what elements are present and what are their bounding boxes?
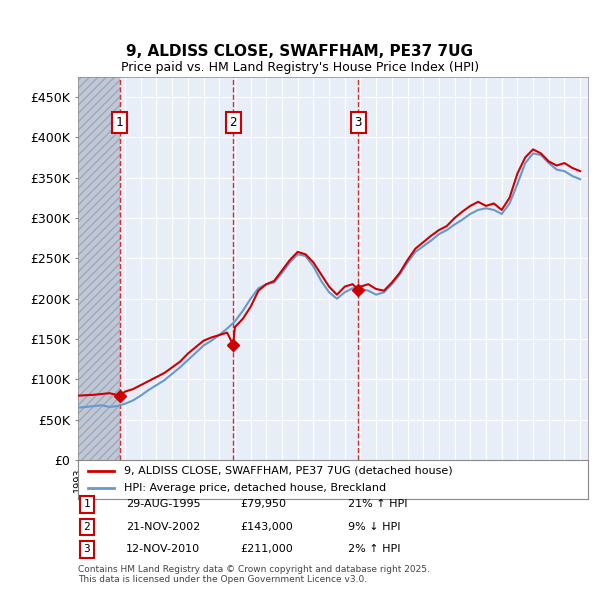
- Text: 2: 2: [83, 522, 91, 532]
- Text: 9, ALDISS CLOSE, SWAFFHAM, PE37 7UG: 9, ALDISS CLOSE, SWAFFHAM, PE37 7UG: [127, 44, 473, 59]
- Text: £143,000: £143,000: [240, 522, 293, 532]
- Text: 9% ↓ HPI: 9% ↓ HPI: [348, 522, 401, 532]
- Text: 2% ↑ HPI: 2% ↑ HPI: [348, 545, 401, 554]
- Text: 2: 2: [229, 116, 237, 129]
- Text: 1: 1: [83, 500, 91, 509]
- Text: Contains HM Land Registry data © Crown copyright and database right 2025.
This d: Contains HM Land Registry data © Crown c…: [78, 565, 430, 584]
- Bar: [78, 77, 120, 460]
- Text: 9, ALDISS CLOSE, SWAFFHAM, PE37 7UG (detached house): 9, ALDISS CLOSE, SWAFFHAM, PE37 7UG (det…: [124, 466, 452, 476]
- Text: 29-AUG-1995: 29-AUG-1995: [126, 500, 200, 509]
- Text: HPI: Average price, detached house, Breckland: HPI: Average price, detached house, Brec…: [124, 483, 386, 493]
- Text: 21-NOV-2002: 21-NOV-2002: [126, 522, 200, 532]
- Text: £211,000: £211,000: [240, 545, 293, 554]
- Text: 3: 3: [83, 545, 91, 554]
- Text: Price paid vs. HM Land Registry's House Price Index (HPI): Price paid vs. HM Land Registry's House …: [121, 61, 479, 74]
- Text: £79,950: £79,950: [240, 500, 286, 509]
- Text: 12-NOV-2010: 12-NOV-2010: [126, 545, 200, 554]
- Text: 1: 1: [116, 116, 124, 129]
- Text: 3: 3: [355, 116, 362, 129]
- Text: 21% ↑ HPI: 21% ↑ HPI: [348, 500, 407, 509]
